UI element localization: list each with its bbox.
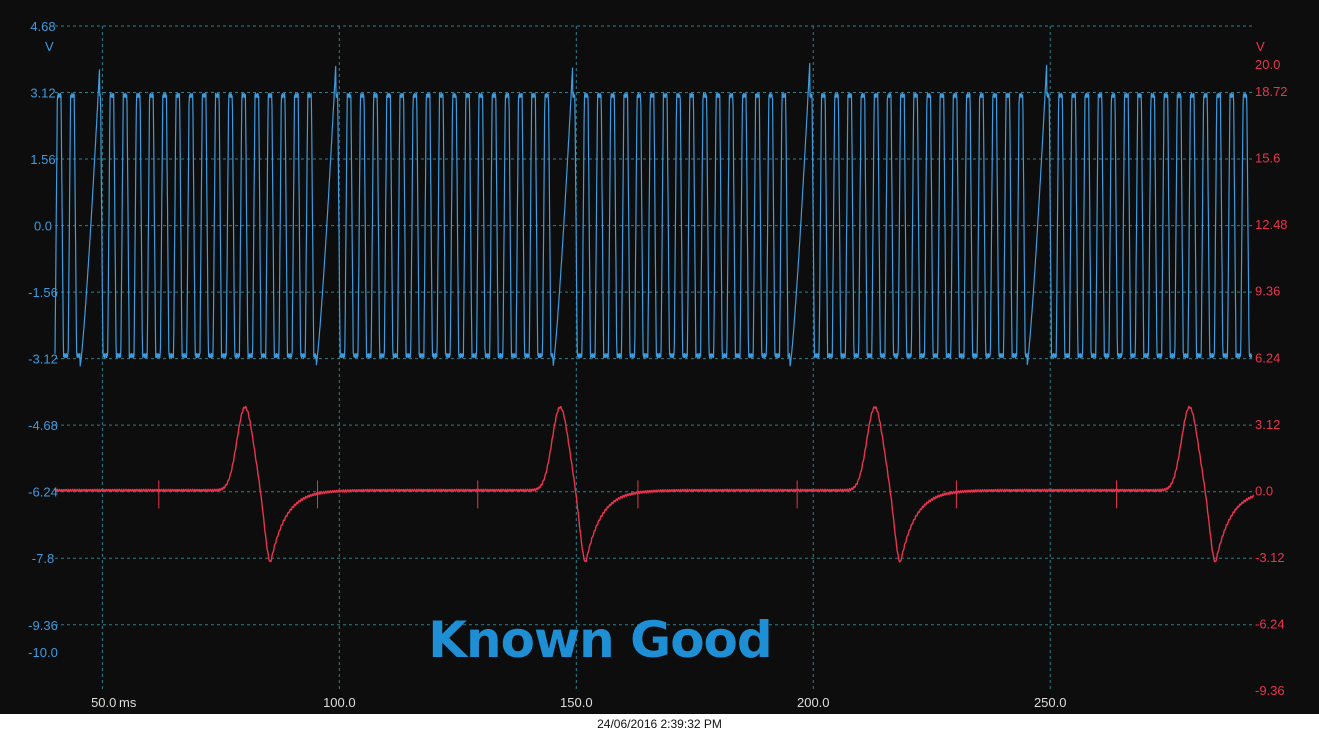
right-axis-tick-label: 20.0 (1255, 57, 1280, 72)
left-axis-tick-label: 4.68 (30, 19, 55, 34)
right-axis-unit: V (1256, 39, 1265, 54)
x-axis-tick-label: 150.0 (560, 695, 593, 710)
x-axis-unit: ms (119, 695, 137, 710)
x-axis-tick-label: 200.0 (797, 695, 830, 710)
left-axis-tick-label: -7.8 (32, 551, 54, 566)
right-axis-tick-label: -9.36 (1255, 683, 1285, 698)
capture-timestamp: 24/06/2016 2:39:32 PM (597, 717, 722, 731)
left-axis: V 4.68 3.12 1.56 0.0 -1.56 -3.12 -4.68 -6.24 -7.… (28, 19, 58, 660)
right-axis-tick-label: 15.6 (1255, 151, 1280, 166)
channel-a-trace (54, 62, 1253, 367)
x-axis-tick-label: 250.0 (1034, 695, 1067, 710)
x-axis-tick-label: 100.0 (323, 695, 356, 710)
right-axis-tick-label: 12.48 (1255, 217, 1288, 232)
channel-b-line (54, 405, 1255, 563)
chart-canvas: V 4.68 3.12 1.56 0.0 -1.56 -3.12 -4.68 -6.24 -7.… (28, 19, 1288, 710)
left-axis-tick-label: 0.0 (34, 219, 52, 234)
watermark-label: Known Good (428, 611, 771, 669)
left-axis-tick-label: -10.0 (28, 645, 58, 660)
status-bar: 24/06/2016 2:39:32 PM (0, 714, 1319, 734)
left-axis-tick-label: 3.12 (30, 86, 55, 101)
x-axis: ms 50.0 100.0 150.0 200.0 250.0 (91, 695, 1066, 710)
right-axis: V 20.0 18.72 15.6 12.48 9.36 6.24 3.12 0.0 -3.12… (1255, 39, 1288, 698)
left-axis-unit: V (45, 39, 54, 54)
left-axis-tick-label: -9.36 (28, 618, 58, 633)
left-axis-tick-label: 1.56 (30, 152, 55, 167)
left-axis-tick-label: -4.68 (28, 418, 58, 433)
right-axis-tick-label: 18.72 (1255, 84, 1288, 99)
right-axis-tick-label: 3.12 (1255, 417, 1280, 432)
channel-a-line (54, 62, 1253, 367)
scope-chart: V 4.68 3.12 1.56 0.0 -1.56 -3.12 -4.68 -6.24 -7.… (0, 0, 1319, 714)
right-axis-tick-label: 0.0 (1255, 483, 1273, 498)
x-axis-tick-label: 50.0 (91, 695, 116, 710)
left-axis-tick-label: -3.12 (28, 352, 58, 367)
left-axis-tick-label: -6.24 (28, 485, 58, 500)
right-axis-tick-label: 6.24 (1255, 350, 1280, 365)
channel-b-trace (54, 405, 1255, 563)
right-axis-tick-label: 9.36 (1255, 284, 1280, 299)
left-axis-tick-label: -1.56 (28, 285, 58, 300)
right-axis-tick-label: -3.12 (1255, 550, 1285, 565)
right-axis-tick-label: -6.24 (1255, 616, 1285, 631)
